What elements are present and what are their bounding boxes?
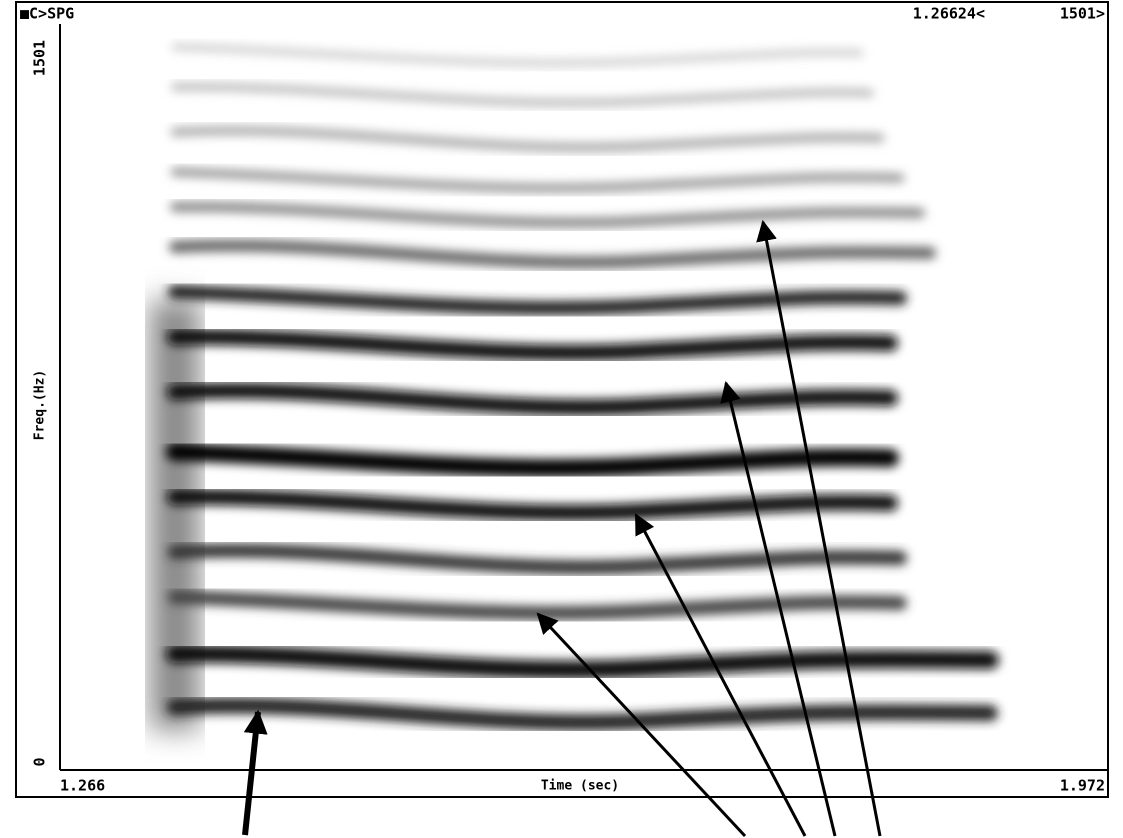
- y-max: 1501: [31, 40, 49, 76]
- onset-energy: [150, 300, 200, 730]
- x-max: 1.972: [1060, 777, 1105, 795]
- x-label: Time (sec): [541, 779, 619, 794]
- header-bins: 1501>: [1060, 5, 1105, 23]
- y-min: 0: [31, 757, 49, 766]
- x-min: 1.266: [60, 777, 105, 795]
- page: {"header": {"left": "■C>SPG", "time": "1…: [0, 0, 1123, 838]
- y-label: Freq.(Hz): [33, 370, 48, 440]
- spectrogram-screen: ■C>SPG 1.26624< 1501> 1501 Freq.(Hz) 0 1…: [0, 0, 1123, 838]
- header-label: ■C>SPG: [20, 5, 74, 23]
- header-time: 1.26624<: [913, 5, 985, 23]
